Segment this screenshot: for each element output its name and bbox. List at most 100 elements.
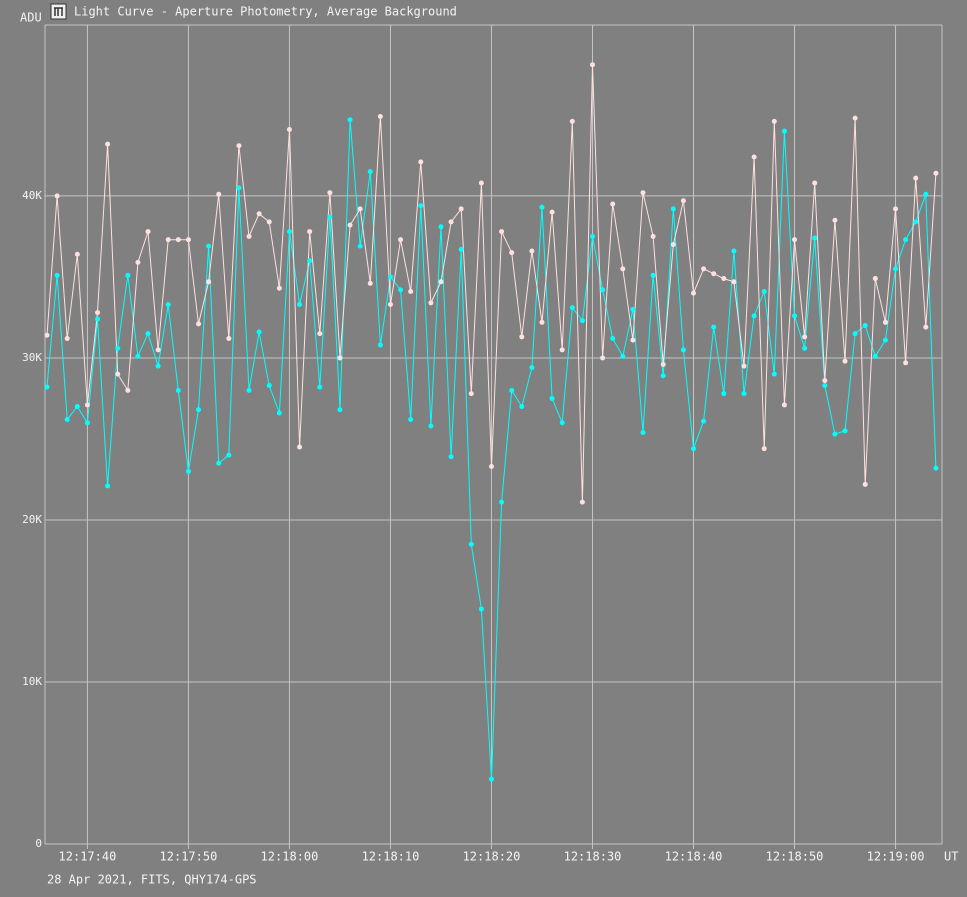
y-axis-label: ADU xyxy=(20,11,42,25)
data-point xyxy=(418,203,424,209)
data-point xyxy=(812,235,818,241)
data-point xyxy=(206,279,212,285)
data-point xyxy=(458,206,464,212)
data-point xyxy=(741,363,747,369)
data-point xyxy=(731,279,737,285)
data-point xyxy=(579,499,585,505)
data-point xyxy=(266,219,272,225)
data-point xyxy=(559,420,565,426)
data-point xyxy=(398,237,404,243)
data-point xyxy=(175,387,181,393)
data-point xyxy=(691,446,697,452)
data-point xyxy=(145,229,151,235)
data-point xyxy=(499,229,505,235)
data-point xyxy=(478,606,484,612)
data-point xyxy=(529,248,535,254)
data-point xyxy=(559,347,565,353)
data-point xyxy=(216,460,222,466)
data-point xyxy=(428,300,434,306)
data-point xyxy=(115,345,121,351)
data-point xyxy=(95,310,101,316)
data-point xyxy=(529,365,535,371)
data-point xyxy=(660,361,666,367)
data-point xyxy=(347,222,353,228)
data-point xyxy=(64,417,70,423)
x-tick-label: 12:18:30 xyxy=(564,850,622,864)
data-point xyxy=(761,446,767,452)
data-point xyxy=(640,190,646,196)
y-tick-label: 10K xyxy=(22,675,42,688)
data-point xyxy=(519,334,525,340)
data-point xyxy=(882,319,888,325)
data-point xyxy=(610,336,616,342)
data-point xyxy=(286,127,292,133)
data-point xyxy=(862,323,868,329)
data-point xyxy=(317,331,323,337)
data-point xyxy=(781,128,787,134)
data-point xyxy=(913,219,919,225)
data-point xyxy=(923,324,929,330)
data-point xyxy=(175,237,181,243)
data-point xyxy=(600,355,606,361)
data-point xyxy=(105,483,111,489)
data-point xyxy=(347,117,353,123)
data-point xyxy=(327,190,333,196)
data-point xyxy=(701,418,707,424)
data-point xyxy=(650,233,656,239)
y-tick-label: 20K xyxy=(22,513,42,526)
data-point xyxy=(317,384,323,390)
data-point xyxy=(650,272,656,278)
data-point xyxy=(822,382,828,388)
data-point xyxy=(337,407,343,413)
data-point xyxy=(751,313,757,319)
data-point xyxy=(74,404,80,410)
data-point xyxy=(862,481,868,487)
x-tick-label: 12:18:10 xyxy=(362,850,420,864)
data-point xyxy=(357,243,363,249)
data-point xyxy=(893,206,899,212)
data-point xyxy=(751,154,757,160)
data-point xyxy=(357,206,363,212)
data-point xyxy=(246,387,252,393)
y-tick-label: 0 xyxy=(35,837,42,850)
data-point xyxy=(923,191,929,197)
data-point xyxy=(468,541,474,547)
data-point xyxy=(286,229,292,235)
x-tick-label: 12:17:40 xyxy=(59,850,117,864)
data-point xyxy=(539,204,545,210)
x-tick-label: 12:19:00 xyxy=(867,850,925,864)
data-point xyxy=(408,417,414,423)
data-point xyxy=(256,211,262,217)
data-point xyxy=(913,175,919,181)
data-point xyxy=(196,321,202,327)
data-point xyxy=(842,358,848,364)
y-tick-label: 40K xyxy=(22,189,42,202)
data-point xyxy=(509,387,515,393)
data-point xyxy=(478,180,484,186)
data-point xyxy=(125,387,131,393)
data-point xyxy=(579,318,585,324)
data-point xyxy=(246,233,252,239)
data-point xyxy=(185,237,191,243)
data-point xyxy=(488,776,494,782)
data-point xyxy=(680,198,686,204)
data-point xyxy=(721,276,727,282)
data-point xyxy=(135,353,141,359)
data-point xyxy=(519,404,525,410)
data-point xyxy=(196,407,202,413)
data-point xyxy=(438,279,444,285)
data-point xyxy=(327,214,333,220)
data-point xyxy=(569,118,575,124)
data-point xyxy=(125,272,131,278)
data-point xyxy=(771,118,777,124)
data-point xyxy=(297,301,303,307)
data-point xyxy=(711,324,717,330)
data-point xyxy=(569,305,575,311)
data-point xyxy=(792,313,798,319)
data-point xyxy=(589,233,595,239)
data-point xyxy=(54,193,60,199)
data-point xyxy=(802,334,808,340)
data-point xyxy=(236,185,242,191)
